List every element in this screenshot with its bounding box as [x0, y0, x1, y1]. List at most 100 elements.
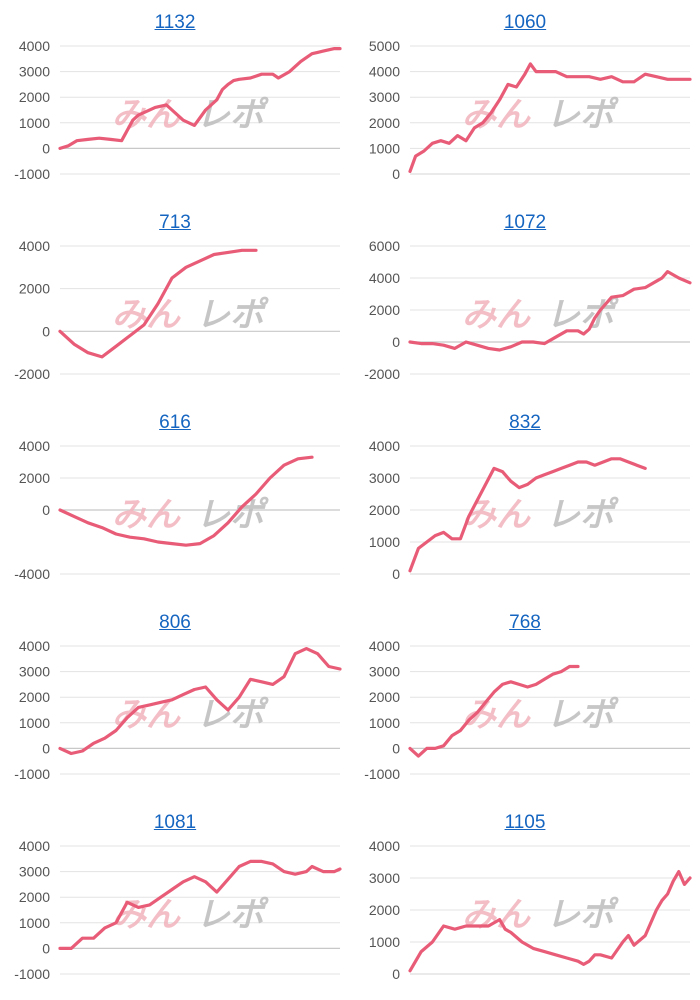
- watermark-part1: みん: [462, 895, 531, 935]
- chart-title-link[interactable]: 1072: [503, 212, 547, 233]
- y-tick-label: 0: [392, 566, 400, 582]
- y-tick-label: -1000: [14, 766, 50, 782]
- chart-title-link[interactable]: 1132: [154, 12, 196, 33]
- y-tick-label: 4000: [369, 438, 400, 454]
- series-line: [408, 664, 580, 758]
- y-tick-label: 1000: [369, 715, 400, 731]
- chart-panel: 1072 6000 4000 2000 0 -2000 みん レポ: [350, 200, 700, 400]
- chart-svg: 4000 2000 0 -4000 みん レポ: [14, 438, 340, 582]
- watermark-part2: レポ: [546, 95, 619, 135]
- y-tick-label: 3000: [19, 864, 50, 880]
- y-tick-label: 4000: [19, 438, 50, 454]
- y-tick-label: 1000: [369, 934, 400, 950]
- series-line: [58, 646, 342, 756]
- y-tick-label: 4000: [369, 838, 400, 854]
- chart-panel: 806 4000 3000 2000 1000 0 -1000 みん レポ: [0, 600, 350, 800]
- chart-panel: 616 4000 2000 0 -4000 みん レポ: [0, 400, 350, 600]
- y-tick-label: 2000: [369, 502, 400, 518]
- y-tick-label: 0: [42, 940, 50, 956]
- chart-title-link[interactable]: 713: [159, 212, 191, 233]
- watermark-part1: みん: [112, 895, 181, 935]
- y-tick-label: 6000: [369, 238, 400, 254]
- chart-title-link[interactable]: 1081: [153, 812, 197, 833]
- y-tick-label: 4000: [369, 64, 400, 80]
- y-tick-label: 3000: [369, 89, 400, 105]
- watermark-part1: みん: [112, 95, 181, 135]
- chart-panel: 1060 5000 4000 3000 2000 1000 0 みん レポ: [350, 0, 700, 200]
- y-tick-label: 1000: [369, 140, 400, 156]
- y-tick-label: 1000: [19, 715, 50, 731]
- watermark-part2: レポ: [196, 95, 269, 135]
- y-tick-label: 0: [392, 166, 400, 182]
- y-tick-label: -2000: [364, 366, 400, 382]
- chart-title-link[interactable]: 1060: [503, 12, 547, 33]
- y-tick-label: 4000: [19, 38, 50, 54]
- chart-panel: 768 4000 3000 2000 1000 0 -1000 みん レポ: [350, 600, 700, 800]
- series-line: [58, 455, 314, 547]
- watermark-part2: レポ: [546, 495, 619, 535]
- chart-panel: 1132 4000 3000 2000 1000 0 -1000 みん レポ: [0, 0, 350, 200]
- y-tick-label: 2000: [19, 89, 50, 105]
- y-tick-label: -1000: [14, 966, 50, 982]
- watermark-part1: みん: [462, 295, 531, 335]
- y-tick-label: 3000: [369, 470, 400, 486]
- chart-panel: 832 4000 3000 2000 1000 0 みん レポ: [350, 400, 700, 600]
- chart-svg: 4000 3000 2000 1000 0 みん レポ: [369, 838, 692, 982]
- y-tick-label: 4000: [19, 638, 50, 654]
- y-tick-label: 0: [42, 323, 50, 339]
- watermark-part2: レポ: [546, 695, 619, 735]
- chart-panel: 1105 4000 3000 2000 1000 0 みん レポ: [350, 800, 700, 1000]
- watermark-part1: みん: [112, 495, 181, 535]
- y-tick-label: 3000: [369, 870, 400, 886]
- chart-title-link[interactable]: 1105: [504, 812, 546, 833]
- y-tick-label: 2000: [19, 281, 50, 297]
- y-tick-label: 2000: [19, 889, 50, 905]
- chart-svg: 4000 3000 2000 1000 0 みん レポ: [369, 438, 690, 582]
- y-tick-label: 4000: [369, 270, 400, 286]
- y-tick-label: 2000: [369, 689, 400, 705]
- watermark-part2: レポ: [196, 695, 269, 735]
- series-line: [58, 46, 342, 150]
- y-tick-label: -1000: [14, 166, 50, 182]
- y-tick-label: 3000: [19, 64, 50, 80]
- chart-title-link[interactable]: 616: [159, 412, 191, 433]
- y-tick-label: 0: [392, 334, 400, 350]
- y-tick-label: 2000: [369, 302, 400, 318]
- series-line: [408, 62, 692, 173]
- y-tick-label: 0: [392, 966, 400, 982]
- watermark-part1: みん: [112, 295, 181, 335]
- chart-title-link[interactable]: 806: [159, 612, 191, 633]
- chart-svg: 4000 2000 0 -2000 みん レポ: [14, 238, 340, 382]
- chart-title-link[interactable]: 768: [509, 612, 541, 633]
- y-tick-label: 2000: [369, 902, 400, 918]
- y-tick-label: 1000: [369, 534, 400, 550]
- y-tick-label: 3000: [19, 664, 50, 680]
- y-tick-label: 0: [42, 740, 50, 756]
- y-tick-label: 3000: [369, 664, 400, 680]
- watermark-part2: レポ: [196, 495, 269, 535]
- y-tick-label: 4000: [369, 638, 400, 654]
- chart-panel: 713 4000 2000 0 -2000 みん レポ: [0, 200, 350, 400]
- y-tick-label: 2000: [19, 689, 50, 705]
- series-line: [408, 269, 692, 352]
- series-line: [58, 248, 258, 359]
- y-tick-label: 5000: [369, 38, 400, 54]
- y-tick-label: -2000: [14, 366, 50, 382]
- chart-title-link[interactable]: 832: [509, 412, 541, 433]
- y-tick-label: 1000: [19, 915, 50, 931]
- chart-panel: 1081 4000 3000 2000 1000 0 -1000 みん レポ: [0, 800, 350, 1000]
- watermark-part1: みん: [462, 495, 531, 535]
- series-line: [408, 457, 647, 573]
- y-tick-label: -4000: [14, 566, 50, 582]
- y-tick-label: 2000: [19, 470, 50, 486]
- series-line: [58, 859, 342, 950]
- watermark-part2: レポ: [196, 895, 269, 935]
- y-tick-label: 0: [392, 740, 400, 756]
